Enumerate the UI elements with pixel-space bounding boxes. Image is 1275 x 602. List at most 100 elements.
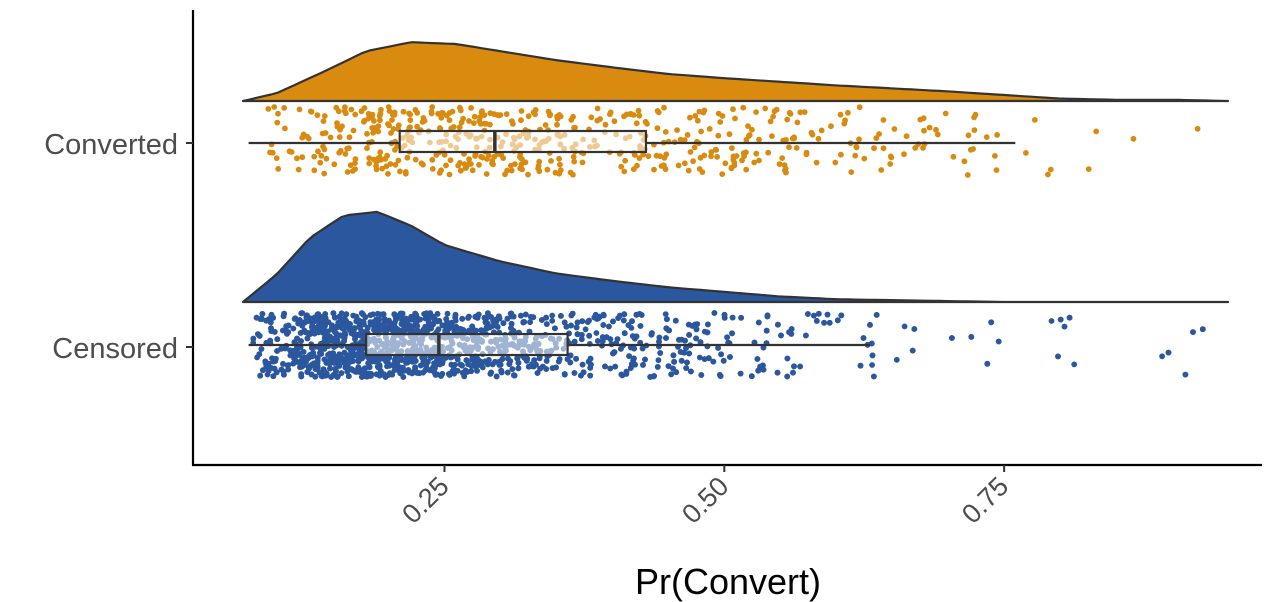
data-point [677, 349, 684, 355]
data-point [482, 358, 488, 365]
data-point [636, 112, 643, 119]
data-point [748, 373, 755, 380]
data-point [824, 311, 831, 318]
data-point [618, 163, 625, 170]
data-point [366, 160, 373, 167]
data-point [453, 324, 460, 330]
data-point [801, 109, 808, 115]
data-point [478, 327, 485, 334]
data-point [790, 369, 796, 376]
data-point [257, 372, 264, 379]
data-point [686, 350, 693, 357]
data-point [845, 109, 851, 116]
data-point [587, 372, 594, 379]
data-point [385, 121, 391, 127]
data-point [687, 149, 694, 155]
data-point [337, 147, 344, 154]
data-point [381, 371, 387, 378]
data-point [476, 161, 482, 168]
data-point [403, 359, 409, 366]
data-point [429, 166, 436, 172]
data-point [485, 152, 492, 159]
data-point [414, 323, 421, 329]
data-point [385, 104, 392, 110]
data-point [491, 153, 498, 160]
data-point [803, 332, 809, 339]
data-point [508, 320, 515, 327]
data-point [320, 317, 327, 324]
data-point [508, 325, 514, 331]
data-point [743, 166, 750, 173]
data-point [787, 110, 794, 117]
data-point [571, 158, 578, 165]
data-point [348, 106, 355, 113]
data-point [543, 358, 550, 364]
data-point [556, 155, 562, 162]
data-point [308, 371, 315, 378]
data-point [429, 156, 436, 163]
data-point [328, 374, 334, 380]
data-point [708, 153, 714, 160]
data-point [1130, 135, 1137, 142]
data-point [887, 161, 894, 167]
data-point [993, 167, 1000, 174]
data-point [773, 106, 780, 113]
data-point [435, 326, 442, 333]
data-point [610, 318, 616, 325]
data-point [366, 370, 372, 377]
data-point [500, 320, 507, 327]
data-point [606, 323, 612, 330]
data-point [372, 358, 379, 365]
data-point [649, 330, 655, 336]
data-point [621, 330, 628, 337]
data-point [273, 155, 280, 162]
data-point [518, 108, 525, 114]
data-point [573, 324, 580, 331]
y-tick-label-censored: Censored [52, 333, 178, 365]
data-point [308, 108, 315, 115]
data-point [414, 123, 420, 130]
data-point [640, 362, 646, 368]
data-point [311, 167, 318, 174]
data-point [518, 312, 524, 319]
data-point [298, 338, 304, 344]
data-point [432, 371, 439, 378]
data-point [764, 313, 771, 320]
data-point [360, 311, 366, 318]
data-point [622, 157, 628, 164]
data-point [794, 119, 801, 126]
data-point [681, 160, 688, 167]
data-point [446, 171, 453, 178]
data-point [257, 316, 263, 322]
data-point [626, 353, 632, 359]
data-point [320, 326, 327, 333]
data-point [377, 117, 383, 124]
data-point [326, 360, 333, 367]
data-point [964, 172, 971, 178]
data-point [275, 110, 281, 117]
data-point [934, 131, 941, 138]
data-point [377, 149, 384, 156]
data-point [719, 171, 726, 178]
data-point [539, 317, 545, 323]
data-point [719, 113, 726, 119]
data-point [471, 113, 478, 120]
data-point [574, 331, 581, 338]
data-point [299, 310, 306, 316]
boxplot-censored [248, 332, 870, 357]
data-point [1182, 371, 1189, 378]
data-point [366, 364, 373, 371]
data-point [508, 167, 515, 174]
data-point [314, 112, 321, 118]
data-point [599, 338, 606, 345]
data-point [412, 310, 419, 317]
data-point [871, 373, 877, 380]
data-point [304, 335, 311, 342]
data-point [321, 368, 328, 375]
data-point [722, 160, 729, 167]
data-point [611, 349, 618, 355]
data-point [568, 322, 574, 329]
data-point [280, 313, 287, 320]
data-point [662, 129, 669, 135]
data-point [439, 322, 446, 329]
